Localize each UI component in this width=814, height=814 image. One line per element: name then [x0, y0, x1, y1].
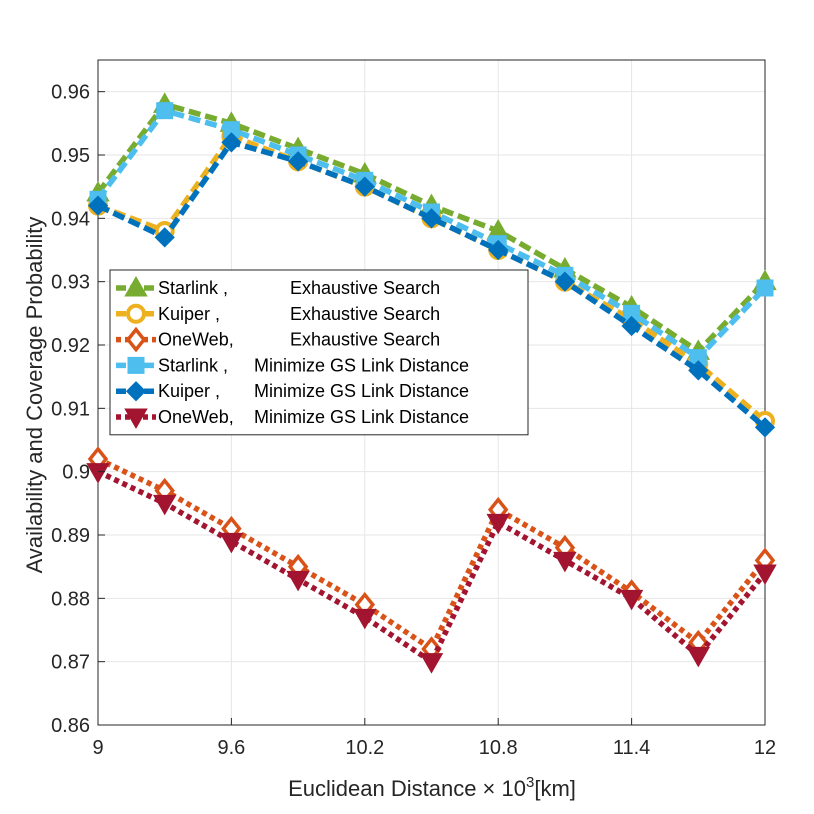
data-point — [221, 132, 242, 153]
legend-method: Minimize GS Link Distance — [254, 407, 469, 427]
series-line — [96, 456, 768, 654]
data-point — [553, 551, 577, 573]
legend-item: OneWeb, Exhaustive Search — [116, 326, 440, 353]
data-point — [419, 653, 444, 674]
y-tick-label: 0.88 — [51, 588, 90, 610]
legend-method: Exhaustive Search — [290, 330, 440, 350]
series-5 — [87, 132, 776, 438]
legend-item: Starlink , Exhaustive Search — [116, 275, 440, 298]
data-point — [152, 494, 177, 516]
y-tick-label: 0.86 — [51, 715, 90, 737]
series-3 — [87, 446, 776, 662]
legend-method: Minimize GS Link Distance — [254, 355, 469, 375]
data-point — [286, 570, 310, 592]
legend-label: Starlink , — [158, 278, 228, 298]
series-line — [96, 469, 768, 666]
data-point — [488, 239, 509, 261]
data-point — [621, 315, 642, 337]
y-axis-label: Availability and Coverage Probability — [22, 217, 47, 574]
legend-swatch-marker — [127, 356, 145, 374]
legend: Starlink , Exhaustive Search Kuiper , Exhau… — [109, 269, 529, 436]
data-point — [354, 176, 375, 197]
legend-label: Kuiper , — [158, 304, 220, 324]
legend-swatch-marker — [125, 326, 147, 353]
data-point — [619, 589, 644, 611]
legend-label: OneWeb, — [158, 330, 234, 350]
y-tick-label: 0.93 — [51, 272, 90, 294]
y-tick-label: 0.92 — [51, 335, 90, 357]
legend-label: Kuiper , — [158, 381, 220, 401]
y-tick-label: 0.91 — [51, 398, 90, 420]
legend-method: Exhaustive Search — [290, 304, 440, 324]
data-point — [486, 513, 510, 535]
data-point — [754, 417, 776, 438]
data-point — [421, 208, 442, 229]
y-tick-label: 0.89 — [51, 525, 90, 547]
x-tick-label: 9.6 — [217, 737, 245, 759]
data-point — [554, 271, 576, 292]
y-tick-label: 0.96 — [51, 82, 90, 104]
x-tick-label: 10.8 — [479, 737, 518, 759]
legend-item: Kuiper , Minimize GS Link Distance — [116, 381, 469, 402]
legend-method: Exhaustive Search — [290, 278, 440, 298]
legend-swatch-marker — [126, 303, 146, 324]
y-tick-label: 0.94 — [51, 208, 90, 230]
legend-label: Starlink , — [158, 355, 228, 375]
x-tick-label: 9 — [92, 737, 103, 759]
x-tick-label: 11.4 — [613, 737, 650, 759]
series-line — [97, 132, 767, 424]
series-6 — [86, 463, 777, 674]
x-axis-label: Euclidean Distance × 103[km] — [288, 774, 576, 801]
legend-method: Minimize GS Link Distance — [254, 381, 469, 401]
data-point — [753, 564, 777, 586]
y-tick-label: 0.95 — [51, 145, 90, 167]
data-point — [686, 646, 711, 668]
data-point — [688, 360, 709, 381]
legend-box — [109, 269, 529, 436]
legend-item: OneWeb, Minimize GS Link Distance — [116, 407, 469, 430]
data-point — [156, 102, 174, 120]
data-point — [287, 151, 309, 172]
data-point — [154, 227, 175, 248]
legend-label: OneWeb, — [158, 407, 234, 427]
series-layer — [86, 92, 777, 674]
plot-area — [97, 59, 766, 726]
data-point — [353, 608, 377, 630]
legend-item: Starlink , Minimize GS Link Distance — [116, 355, 469, 375]
x-tick-label: 12 — [754, 737, 776, 759]
data-point — [756, 279, 774, 297]
data-point — [87, 195, 109, 216]
legend-item: Kuiper , Exhaustive Search — [116, 303, 440, 324]
y-tick-label: 0.9 — [62, 462, 90, 484]
data-point — [86, 463, 110, 484]
legend-swatch-marker — [125, 381, 147, 402]
x-tick-label: 10.2 — [345, 737, 384, 759]
data-point — [219, 532, 244, 554]
axis-ticks: 9 9.6 10.2 10.8 11.4 12 0.86 0.87 0.88 0.89 0.9 0.9… — [51, 82, 776, 759]
legend-swatch-marker — [124, 408, 148, 430]
legend-swatch-marker — [124, 275, 148, 297]
y-tick-label: 0.87 — [51, 652, 90, 674]
